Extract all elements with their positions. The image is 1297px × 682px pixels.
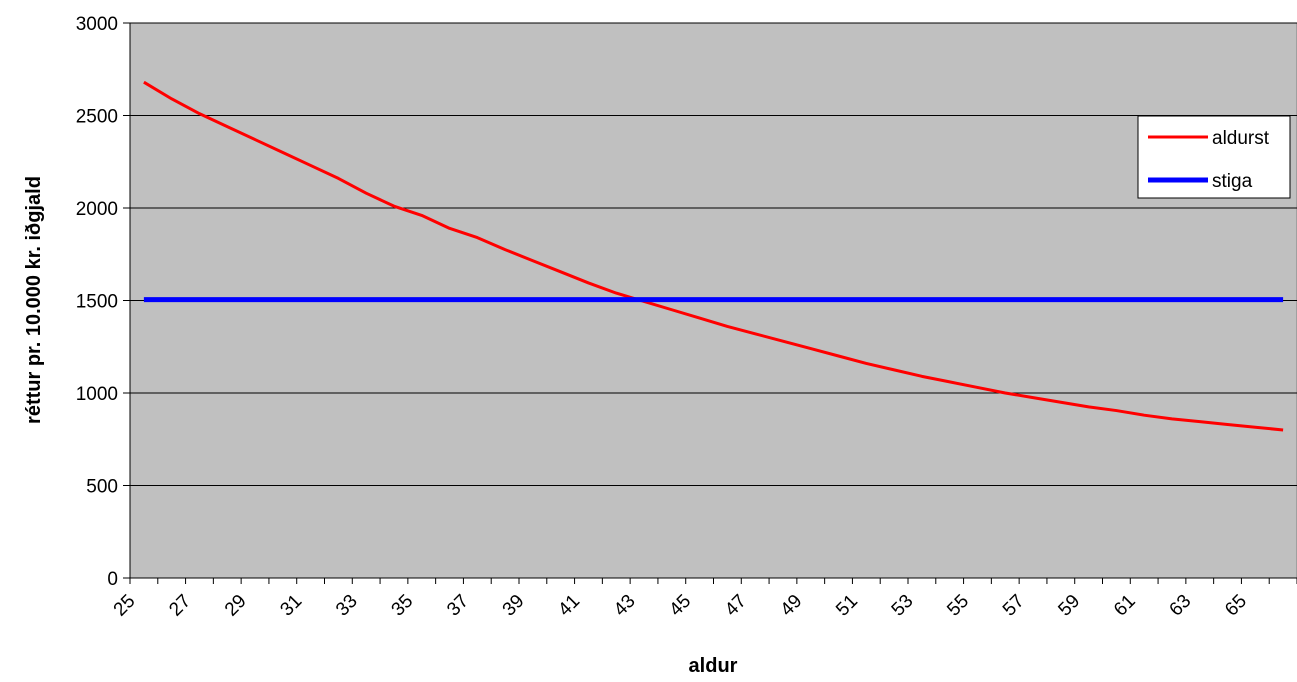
x-tick-label: 57 — [999, 591, 1029, 621]
x-tick-label: 37 — [443, 591, 473, 621]
x-tick-label: 47 — [721, 591, 751, 621]
x-tick-label: 49 — [777, 591, 807, 621]
x-tick-label: 65 — [1221, 591, 1251, 621]
legend-label-stiga: stiga — [1212, 171, 1253, 192]
x-axis-title: aldur — [689, 655, 738, 677]
legend-box — [1137, 115, 1291, 199]
x-tick-label: 25 — [110, 591, 140, 621]
axes — [123, 22, 1297, 584]
x-tick-label: 45 — [665, 591, 695, 621]
y-axis-title: réttur pr. 10.000 kr. iðgjald — [23, 176, 45, 424]
legend-label-aldurst: aldurst — [1212, 128, 1270, 149]
y-tick-label: 0 — [107, 569, 118, 590]
x-tick-label: 51 — [832, 591, 862, 621]
x-tick-label: 39 — [499, 591, 529, 621]
y-tick-label: 1500 — [76, 292, 118, 313]
y-tick-label: 3000 — [76, 14, 118, 35]
x-tick-label: 33 — [332, 591, 362, 621]
x-tick-label: 53 — [888, 591, 918, 621]
x-tick-label: 35 — [388, 591, 418, 621]
x-tick-label: 41 — [554, 591, 584, 621]
legend: aldurst stiga — [1137, 115, 1291, 199]
y-tick-label: 1000 — [76, 384, 118, 405]
x-tick-label: 63 — [1166, 591, 1196, 621]
series-lines — [143, 80, 1284, 432]
y-tick-label: 500 — [86, 477, 118, 498]
y-tick-label: 2500 — [76, 107, 118, 128]
series-line-aldurst — [143, 80, 1284, 432]
x-tick-label: 55 — [943, 591, 973, 621]
x-tick-label: 43 — [610, 591, 640, 621]
x-tick-label: 29 — [221, 591, 251, 621]
x-tick-label: 59 — [1054, 591, 1084, 621]
x-tick-label: 31 — [276, 591, 306, 621]
y-tick-label: 2000 — [76, 199, 118, 220]
x-tick-label: 61 — [1110, 591, 1140, 621]
x-tick-label: 27 — [165, 591, 195, 621]
